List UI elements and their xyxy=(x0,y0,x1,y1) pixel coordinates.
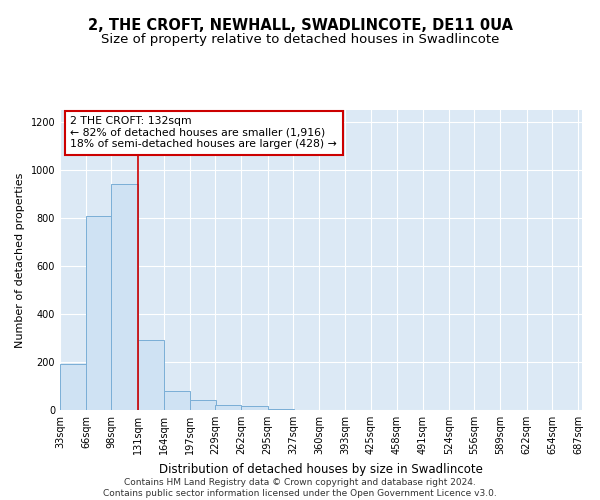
Bar xyxy=(60,364,86,410)
Y-axis label: Number of detached properties: Number of detached properties xyxy=(15,172,25,348)
Bar xyxy=(241,406,268,410)
Bar xyxy=(268,409,293,410)
Bar xyxy=(190,400,216,410)
Bar xyxy=(137,340,164,410)
Text: Size of property relative to detached houses in Swadlincote: Size of property relative to detached ho… xyxy=(101,32,499,46)
Text: Contains HM Land Registry data © Crown copyright and database right 2024.
Contai: Contains HM Land Registry data © Crown c… xyxy=(103,478,497,498)
Text: 2, THE CROFT, NEWHALL, SWADLINCOTE, DE11 0UA: 2, THE CROFT, NEWHALL, SWADLINCOTE, DE11… xyxy=(88,18,512,32)
Bar xyxy=(112,184,137,410)
X-axis label: Distribution of detached houses by size in Swadlincote: Distribution of detached houses by size … xyxy=(159,462,483,475)
Bar xyxy=(164,391,190,410)
Bar xyxy=(215,405,241,410)
Bar xyxy=(86,216,112,410)
Text: 2 THE CROFT: 132sqm
← 82% of detached houses are smaller (1,916)
18% of semi-det: 2 THE CROFT: 132sqm ← 82% of detached ho… xyxy=(70,116,337,149)
